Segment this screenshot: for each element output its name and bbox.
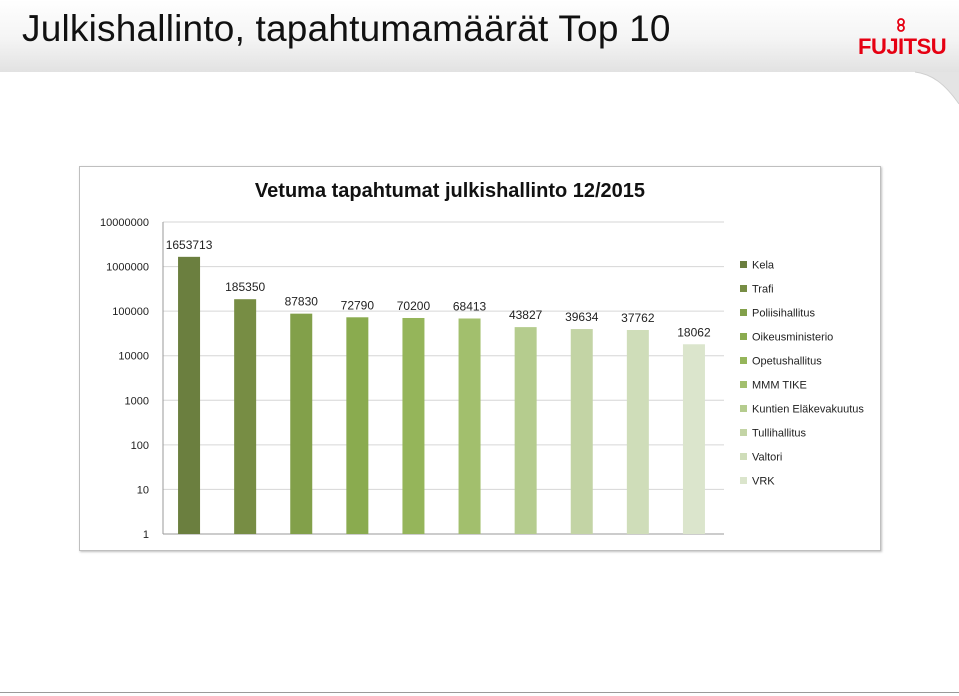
- infinity-mark-icon: [897, 18, 905, 32]
- y-tick-label: 1000000: [106, 262, 149, 274]
- legend-swatch: [740, 333, 747, 340]
- y-tick-label: 1: [143, 529, 149, 541]
- bar: [570, 329, 593, 534]
- legend-swatch: [740, 357, 747, 364]
- data-label: 87830: [285, 295, 319, 309]
- y-tick-label: 100000: [112, 306, 149, 318]
- bar: [234, 299, 257, 534]
- data-label: 39634: [565, 310, 599, 324]
- header-decoration: [700, 71, 959, 105]
- chart-frame: Vetuma tapahtumat julkishallinto 12/2015…: [79, 166, 881, 551]
- legend-entry: Kela: [752, 260, 775, 272]
- y-tick-label: 1000: [125, 395, 149, 407]
- legend-entry: Opetushallitus: [752, 356, 822, 368]
- bar: [514, 327, 537, 534]
- bar: [178, 256, 201, 534]
- bar: [458, 318, 481, 534]
- legend-entry: Tullihallitus: [752, 428, 807, 440]
- legend-entry: Oikeusministerio: [752, 332, 833, 344]
- legend-swatch: [740, 381, 747, 388]
- y-tick-label: 10000: [118, 351, 149, 363]
- fujitsu-logo: FUJITSU: [858, 18, 947, 60]
- legend-swatch: [740, 285, 747, 292]
- data-label: 18062: [677, 325, 711, 339]
- data-label: 70200: [397, 299, 431, 313]
- bar: [346, 317, 369, 534]
- legend-entry: VRK: [752, 476, 775, 488]
- y-tick-label: 10: [137, 484, 149, 496]
- legend-entry: Poliisihallitus: [752, 308, 815, 320]
- legend-swatch: [740, 309, 747, 316]
- legend-swatch: [740, 477, 747, 484]
- legend-entry: Valtori: [752, 452, 782, 464]
- data-label: 1653713: [166, 238, 213, 252]
- legend-swatch: [740, 405, 747, 412]
- logo-text: FUJITSU: [858, 34, 947, 59]
- slide-header-band: [0, 0, 959, 72]
- slide-title: Julkishallinto, tapahtumamäärät Top 10: [22, 8, 671, 49]
- legend-entry: Kuntien Eläkevakuutus: [752, 404, 864, 416]
- y-tick-label: 100: [131, 440, 149, 452]
- data-label: 43827: [509, 308, 543, 322]
- bar: [290, 313, 313, 534]
- legend-swatch: [740, 261, 747, 268]
- data-label: 68413: [453, 299, 487, 313]
- legend-swatch: [740, 429, 747, 436]
- bar: [402, 317, 425, 534]
- data-label: 37762: [621, 311, 655, 325]
- bar: [626, 329, 649, 534]
- legend-entry: Trafi: [752, 284, 774, 296]
- legend-swatch: [740, 453, 747, 460]
- data-label: 185350: [225, 280, 265, 294]
- bar: [682, 344, 705, 534]
- y-tick-label: 10000000: [100, 217, 149, 229]
- chart-title: Vetuma tapahtumat julkishallinto 12/2015: [254, 180, 646, 202]
- data-label: 72790: [341, 298, 375, 312]
- bar-chart: 1 10 100 1000 10000 100000 1000000 10000000 1653…: [100, 217, 864, 541]
- legend-entry: MMM TIKE: [752, 380, 807, 392]
- footer-divider: [0, 692, 959, 693]
